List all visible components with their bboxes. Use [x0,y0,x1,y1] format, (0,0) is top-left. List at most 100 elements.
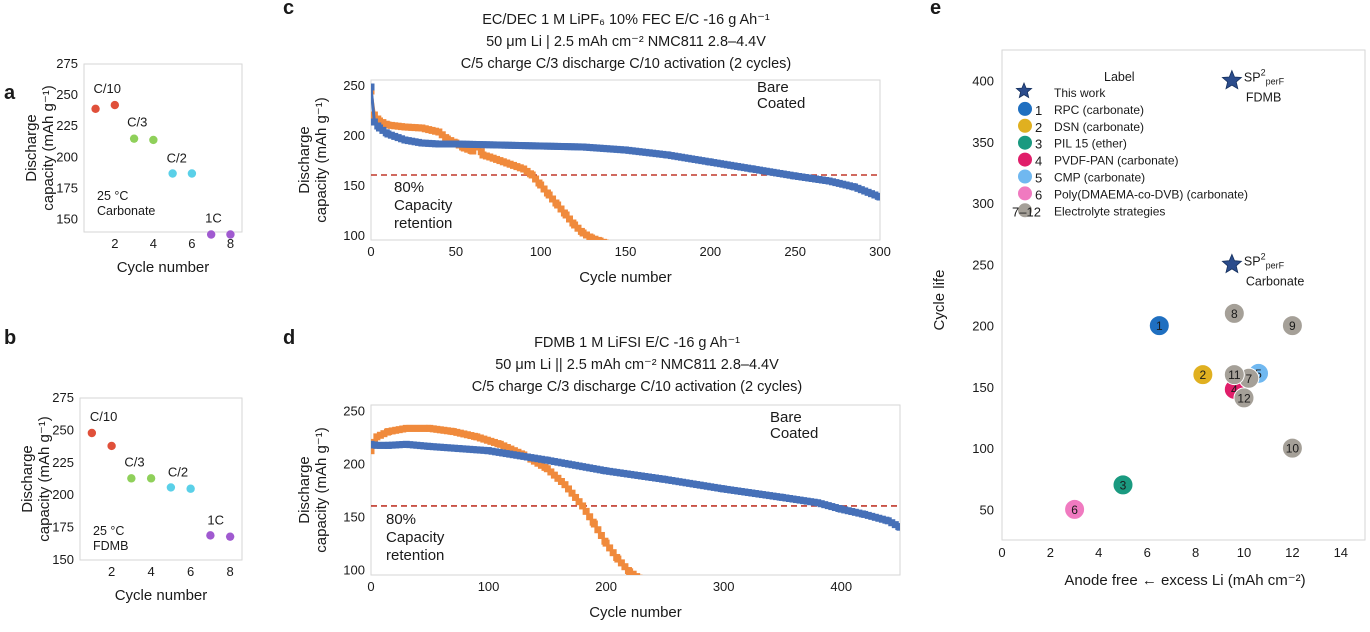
data-marker [450,444,458,452]
data-marker [371,447,375,455]
data-point [166,483,176,492]
data-marker [876,193,880,201]
y-tick-label: 275 [52,390,74,405]
data-marker [633,573,641,575]
y-tick-label: 350 [972,135,994,150]
data-marker [878,515,886,523]
data-marker [406,424,414,432]
data-marker [549,195,557,203]
data-point [129,134,139,143]
legend-entry: RPC (carbonate) [1054,103,1144,117]
data-marker [884,517,892,525]
legend-entry: PIL 15 (ether) [1054,137,1127,151]
data-marker [385,428,393,436]
y-tick-label: 200 [56,149,78,164]
data-point [186,484,195,493]
data-marker [500,442,508,450]
data-marker [855,509,863,517]
legend-bare: Bare [757,79,789,96]
rate-label: 1C [205,210,222,225]
condition-label: 25 °C [93,524,124,538]
data-marker [537,455,545,463]
rate-label: C/3 [124,454,144,469]
data-marker [416,442,424,450]
data-marker [554,201,562,209]
data-marker [557,459,565,467]
data-marker [693,481,701,489]
data-marker [817,500,825,508]
data-marker [821,501,829,509]
rate-label: C/3 [127,115,147,130]
chart-title: 50 μm Li || 2.5 mAh cm⁻² NMC811 2.8–4.4V [495,357,779,373]
data-marker [371,118,378,126]
data-marker [755,490,763,498]
data-marker [620,469,628,477]
data-marker [668,477,676,485]
data-marker [532,175,540,183]
data-marker [896,523,900,531]
data-marker [426,424,434,432]
data-point-label: 12 [1237,391,1251,405]
plot-frame [83,63,243,233]
data-marker [490,438,498,446]
reference-label: retention [386,547,444,564]
x-tick-label: 6 [187,564,194,579]
data-marker [373,441,381,449]
data-marker [582,507,590,515]
data-marker [590,520,598,528]
reference-label: 80% [386,511,416,528]
y-axis-title: capacity (mAh g⁻¹) [36,416,53,541]
data-marker [758,491,766,499]
data-marker [637,472,645,480]
data-marker [385,441,393,449]
data-marker [730,486,738,494]
x-tick-label: 6 [188,236,195,251]
data-marker [696,481,704,489]
data-marker [602,467,610,475]
x-tick-label: 400 [830,579,852,594]
data-marker [579,502,587,510]
data-marker [564,485,572,493]
data-marker [851,508,859,516]
y-tick-label: 250 [972,257,994,272]
data-marker [433,425,441,433]
data-marker [762,491,770,499]
data-marker [443,427,451,435]
legend-bare: Bare [770,409,802,426]
data-marker [644,473,652,481]
data-marker [844,507,852,515]
data-point-label: 3 [1120,478,1127,492]
data-marker [406,441,414,449]
data-marker [871,513,879,521]
data-marker [509,451,517,459]
data-point [1223,364,1245,386]
rate-label: C/2 [168,464,188,479]
data-marker [429,443,437,451]
x-axis-title: Anode free ← excess Li (mAh cm⁻²) [1064,572,1305,589]
data-marker [399,425,407,433]
data-marker [376,441,384,449]
data-marker [810,498,818,506]
data-marker [586,464,594,472]
data-marker [466,445,474,453]
data-point-label: 9 [1289,319,1296,333]
x-tick-label: 8 [227,564,234,579]
x-tick-label: 250 [784,244,806,259]
data-marker [664,476,672,484]
star-label: SP2perF [1244,68,1285,87]
data-marker [469,446,477,454]
data-marker [579,463,587,471]
data-point [1281,437,1303,459]
data-marker [606,467,614,475]
star-label: FDMB [1246,91,1281,105]
data-marker [564,460,572,468]
x-tick-label: 2 [1047,545,1054,560]
data-marker [436,443,444,451]
y-tick-label: 100 [343,563,365,578]
legend-entry: DSN (carbonate) [1054,120,1144,134]
legend-entry: PVDF-PAN (carbonate) [1054,154,1178,168]
data-marker [480,435,488,443]
data-point-label: 6 [1071,503,1078,517]
data-marker [476,446,484,454]
